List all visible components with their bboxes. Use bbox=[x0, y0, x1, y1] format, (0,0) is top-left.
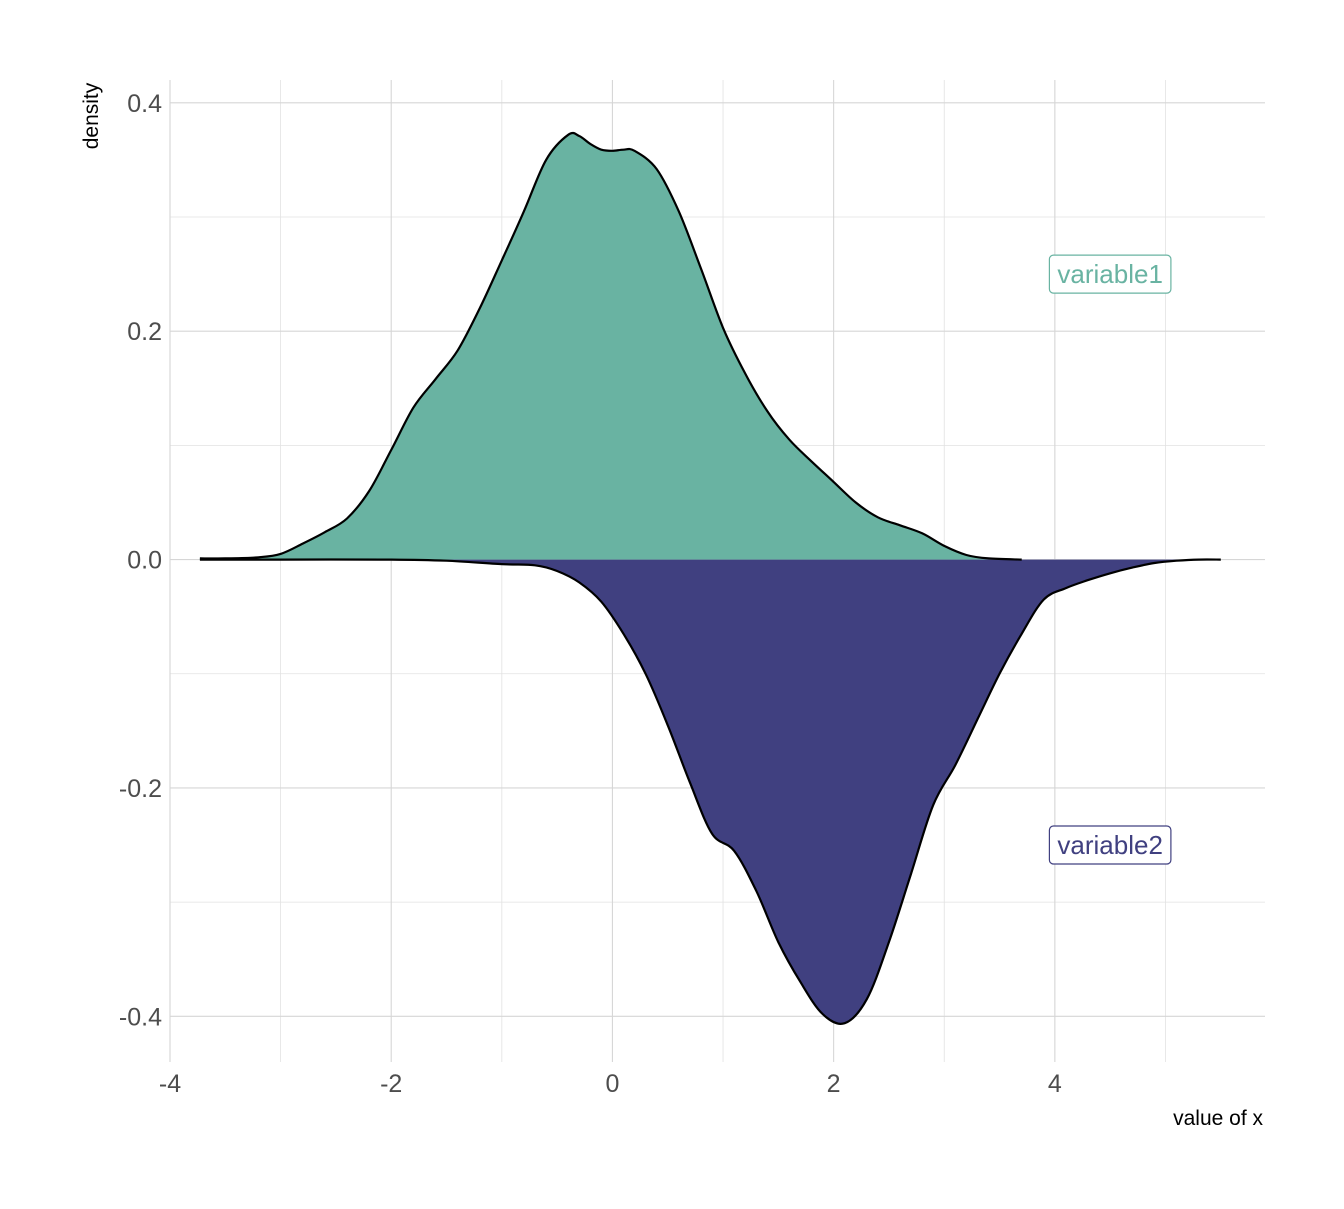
series-label-box bbox=[1048, 254, 1172, 294]
density-areas bbox=[199, 131, 1221, 1025]
y-axis-tick-labels: 0.4 0.2 0.0 -0.2 -0.4 bbox=[119, 90, 162, 1031]
series-label-text: variable2 bbox=[1057, 830, 1163, 860]
x-tick-label: 2 bbox=[827, 1070, 841, 1098]
series-label-box bbox=[1048, 825, 1172, 865]
x-tick-label: 0 bbox=[605, 1070, 619, 1098]
y-axis-title: density bbox=[80, 82, 103, 149]
variable2-density-area bbox=[199, 559, 1221, 1024]
variable1-density-area bbox=[199, 132, 1022, 560]
variable2-density-outline bbox=[199, 558, 1221, 1025]
series-label-text: variable1 bbox=[1057, 259, 1163, 289]
x-tick-label: 4 bbox=[1048, 1070, 1062, 1098]
x-tick-label: -4 bbox=[159, 1070, 181, 1098]
x-axis-tick-labels: -4 -2 0 2 4 bbox=[159, 1070, 1062, 1098]
x-axis-title: value of x bbox=[1173, 1107, 1263, 1130]
x-tick-label: -2 bbox=[380, 1070, 402, 1098]
variable1-density-outline bbox=[199, 131, 1022, 561]
y-tick-label: -0.2 bbox=[119, 775, 162, 803]
y-tick-label: 0.4 bbox=[127, 90, 162, 118]
series-label-variable2: variable2 bbox=[1048, 825, 1172, 865]
series-annotations: variable1 variable2 bbox=[1048, 254, 1172, 865]
y-tick-label: -0.4 bbox=[119, 1003, 162, 1031]
y-tick-label: 0.2 bbox=[127, 318, 162, 346]
series-label-variable1: variable1 bbox=[1048, 254, 1172, 294]
minor-gridlines bbox=[170, 80, 1265, 1062]
y-tick-label: 0.0 bbox=[127, 547, 162, 575]
